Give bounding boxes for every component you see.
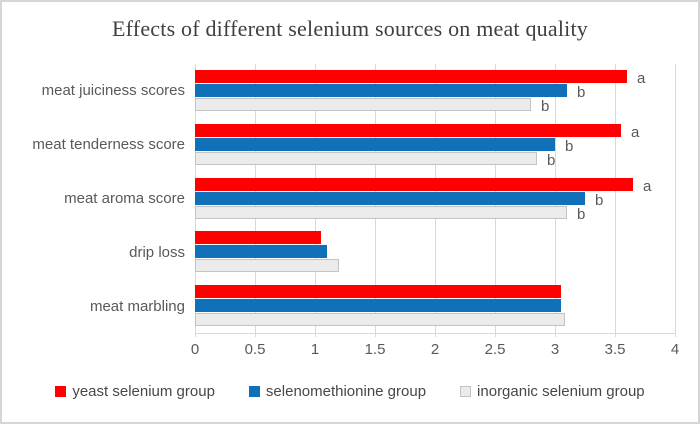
x-axis-line (195, 333, 675, 334)
bar-stat-letter: a (631, 123, 640, 141)
x-tick-label: 1.5 (364, 341, 386, 358)
x-tick-label: 3 (550, 341, 560, 358)
chart-title: Effects of different selenium sources on… (112, 16, 588, 41)
bar-stat-letter: b (547, 151, 556, 169)
bar-group-drip-loss (195, 225, 675, 279)
bar-stat-letter: b (565, 137, 574, 155)
legend-swatch (55, 386, 67, 397)
bar-inorganic-selenium-group (195, 151, 537, 165)
legend-label: inorganic selenium group (477, 383, 645, 400)
bar-selenomethionine-group (195, 245, 327, 259)
bar-inorganic-selenium-group (195, 205, 567, 219)
bar-yeast-selenium-group (195, 177, 633, 191)
bar-selenomethionine-group (195, 191, 585, 205)
legend-label: selenomethionine group (265, 383, 427, 400)
legend-swatch (460, 386, 472, 397)
bar-selenomethionine-group (195, 84, 567, 97)
gridline (675, 64, 676, 337)
x-tick-label: 2.5 (484, 341, 506, 358)
legend: yeast selenium group selenomethionine gro… (2, 383, 698, 400)
x-tick-label: 1 (310, 341, 320, 358)
bar-stat-letter: b (577, 205, 586, 223)
bar-selenomethionine-group (195, 299, 561, 313)
bar-stat-letter: b (541, 98, 550, 115)
legend-item-inorganic-selenium-group: inorganic selenium group (460, 383, 645, 400)
category-label: meat tenderness score (32, 136, 185, 154)
x-tick-label: 2 (430, 341, 440, 358)
bar-stat-letter: b (577, 84, 586, 101)
bar-inorganic-selenium-group (195, 98, 531, 111)
legend-item-selenomethionine-group: selenomethionine group (248, 383, 427, 400)
bar-yeast-selenium-group (195, 70, 627, 83)
bar-yeast-selenium-group (195, 231, 321, 245)
bar-group-meat-marbling (195, 279, 675, 333)
x-tick-label: 3.5 (604, 341, 626, 358)
category-label: meat aroma score (64, 189, 185, 207)
legend-swatch (248, 386, 260, 397)
category-label: meat juiciness scores (41, 82, 185, 100)
x-tick-label: 0 (190, 341, 200, 358)
bar-yeast-selenium-group (195, 285, 561, 299)
x-tick-label: 4 (670, 341, 680, 358)
gridline (615, 64, 616, 337)
bar-stat-letter: a (637, 70, 646, 87)
x-tick-label: 0.5 (244, 341, 266, 358)
bar-stat-letter: b (595, 191, 604, 209)
bar-group-meat-juiciness-scores: a b b (195, 64, 675, 118)
category-label: meat marbling (89, 297, 185, 315)
x-axis-ticks: 0 0.5 1 1.5 2 2.5 3 3.5 4 (191, 341, 679, 359)
bar-yeast-selenium-group (195, 123, 621, 137)
bar-inorganic-selenium-group (195, 259, 339, 273)
bar-inorganic-selenium-group (195, 313, 565, 327)
legend-label: yeast selenium group (72, 383, 215, 400)
legend-item-yeast-selenium-group: yeast selenium group (55, 383, 215, 400)
bar-stat-letter: a (643, 177, 652, 195)
bar-selenomethionine-group (195, 137, 555, 151)
category-label: drip loss (129, 243, 185, 261)
